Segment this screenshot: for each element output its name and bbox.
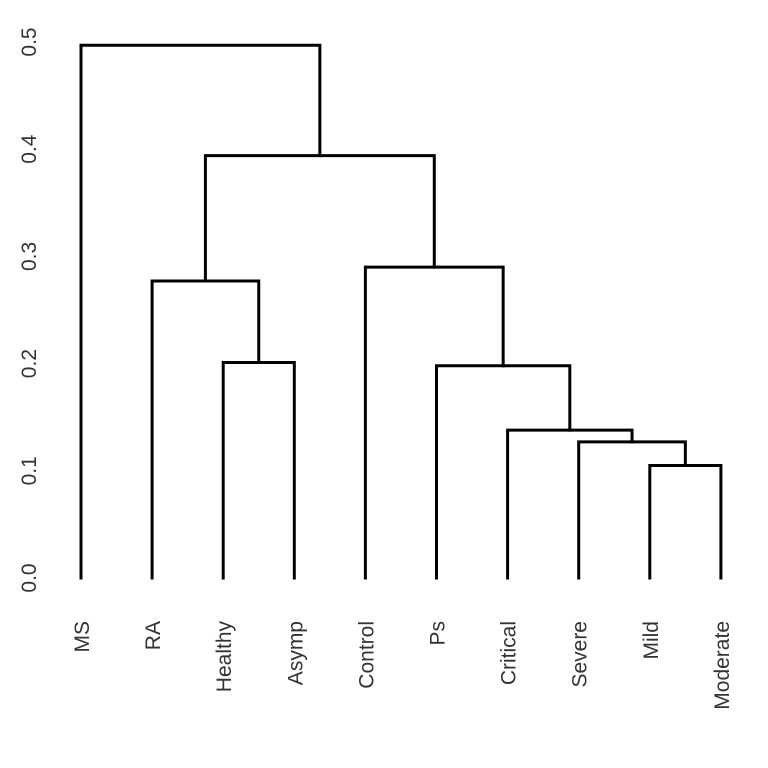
dendrogram-branch-n4 (435, 364, 572, 580)
y-tick-label: 0.0 (18, 563, 41, 592)
y-tick-label: 0.5 (18, 27, 41, 56)
dendrogram-branch-n9 (79, 43, 322, 580)
dendrogram-branch-n8 (203, 154, 436, 283)
dendrogram-branch-n6 (150, 279, 261, 580)
leaf-label: Critical (498, 621, 521, 685)
dendrogram-branch-n2 (577, 440, 687, 580)
dendrogram-branch-n5 (221, 361, 296, 580)
leaf-label: MS (71, 621, 94, 653)
y-tick-label: 0.2 (18, 349, 41, 378)
dendrogram-branches (79, 43, 723, 580)
dendrogram-branch-n7 (363, 265, 505, 580)
y-tick-label: 0.3 (18, 242, 41, 271)
leaf-label: Ps (427, 621, 450, 646)
leaf-labels: MS RA Healthy Asymp Control Ps Critical Severe M… (71, 621, 734, 710)
leaf-label: Healthy (213, 621, 236, 693)
leaf-label: Asymp (284, 621, 307, 685)
y-tick-label: 0.4 (18, 134, 41, 164)
leaf-label: Severe (569, 621, 592, 688)
leaf-label: RA (142, 621, 165, 650)
dendrogram-branch-n3 (506, 428, 634, 580)
y-axis: 0.0 0.1 0.2 0.3 0.4 0.5 (18, 27, 41, 592)
dendrogram-branch-n1 (648, 463, 723, 580)
y-tick-label: 0.1 (18, 456, 41, 485)
leaf-label: Mild (640, 621, 663, 660)
leaf-label: Control (355, 621, 378, 689)
leaf-label: Moderate (711, 621, 734, 710)
